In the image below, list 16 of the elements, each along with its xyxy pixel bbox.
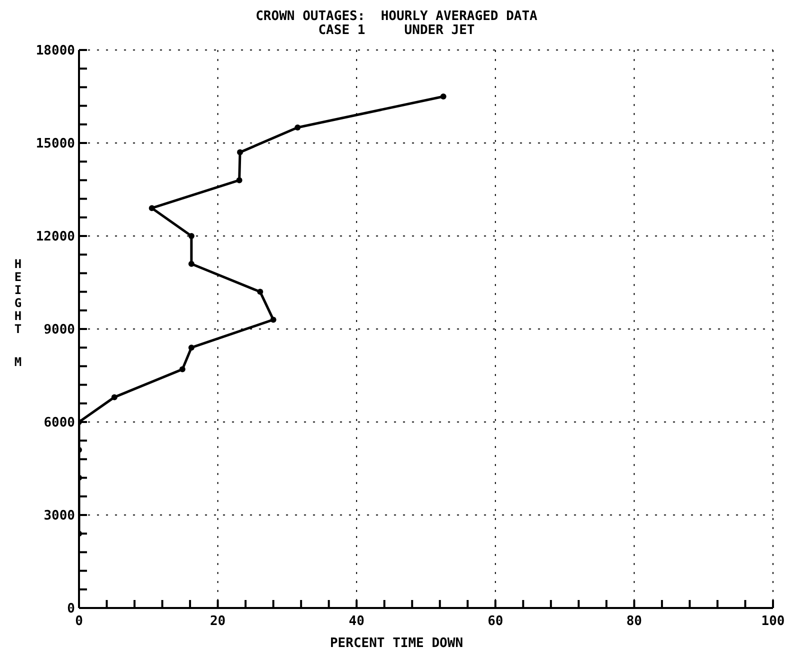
y-tick-label: 12000: [36, 230, 76, 245]
y-tick-label: 15000: [36, 136, 76, 152]
y-tick-label: 6000: [44, 416, 76, 431]
chart-subtitle: CASE 1 UNDER JET: [317, 23, 476, 38]
y-tick-label: 3000: [44, 508, 76, 524]
x-axis-title: PERCENT TIME DOWN: [328, 636, 464, 651]
chart-title: CROWN OUTAGES: HOURLY AVERAGED DATA: [254, 9, 538, 24]
x-tick-label: 20: [210, 614, 226, 630]
x-tick-label: 80: [626, 614, 642, 630]
x-tick-label: 60: [488, 614, 504, 630]
text: HEIGHT M: [14, 257, 22, 369]
y-tick-label: 0: [67, 602, 76, 617]
y-tick-label: 18000: [36, 44, 76, 59]
x-tick-label: 40: [348, 614, 365, 630]
y-tick-label: 9000: [44, 322, 76, 338]
x-tick-label: 100: [761, 614, 785, 630]
